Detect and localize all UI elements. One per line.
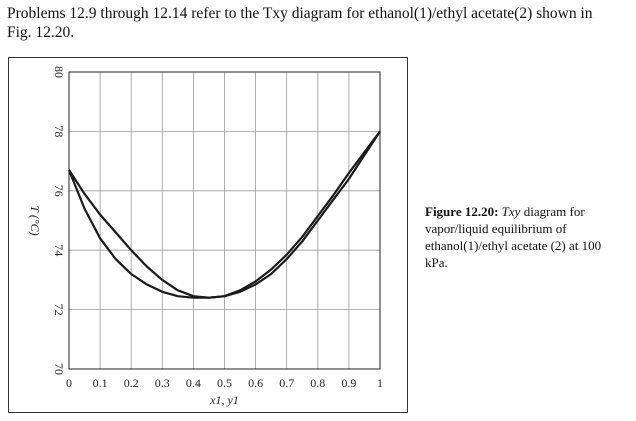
- y-axis-label: T (°C): [28, 205, 42, 235]
- txy-chart: 0 0.1 0.2 0.3 0.4 0.5 0.6 0.7 0.8 0.9 1 70 72 74 76 78 8…: [28, 66, 383, 407]
- x-tick-label: 0.7: [279, 376, 294, 390]
- y-tick-label: 72: [52, 304, 66, 316]
- x-tick-label: 0.1: [93, 376, 108, 390]
- y-tick-label: 76: [52, 185, 66, 197]
- x-tick-label: 0.6: [248, 376, 263, 390]
- x-axis-label: x1, y1: [209, 393, 239, 407]
- x-tick-label: 0.5: [217, 376, 232, 390]
- problem-intro-text: Problems 12.9 through 12.14 refer to the…: [7, 4, 607, 42]
- x-tick-label: 0.4: [186, 376, 201, 390]
- dew-point-curve: [68, 130, 381, 299]
- txy-chart-panel: 0 0.1 0.2 0.3 0.4 0.5 0.6 0.7 0.8 0.9 1 70 72 74 76 78 8…: [8, 57, 408, 413]
- y-tick-label: 70: [52, 363, 66, 375]
- caption-label: Figure 12.20:: [425, 204, 499, 219]
- x-tick-label: 0.3: [155, 376, 170, 390]
- x-tick-label: 0: [66, 376, 72, 390]
- x-tick-label: 0.2: [124, 376, 139, 390]
- y-tick-label: 78: [52, 125, 66, 137]
- y-tick-label: 74: [52, 244, 66, 256]
- y-tick-label: 80: [52, 66, 66, 78]
- x-tick-label: 0.9: [341, 376, 356, 390]
- x-tick-label: 0.8: [310, 376, 325, 390]
- intro-line-1: Problems 12.9 through 12.14 refer to the…: [7, 5, 593, 22]
- figure-caption: Figure 12.20: Txy diagram for vapor/liqu…: [425, 203, 625, 271]
- caption-text: diagram for vapor/liquid equilibrium of …: [425, 204, 602, 270]
- intro-line-2: Fig. 12.20.: [7, 24, 75, 41]
- caption-italic-title: Txy: [501, 204, 521, 219]
- x-tick-label: 1: [377, 376, 383, 390]
- plot-frame: [68, 71, 381, 370]
